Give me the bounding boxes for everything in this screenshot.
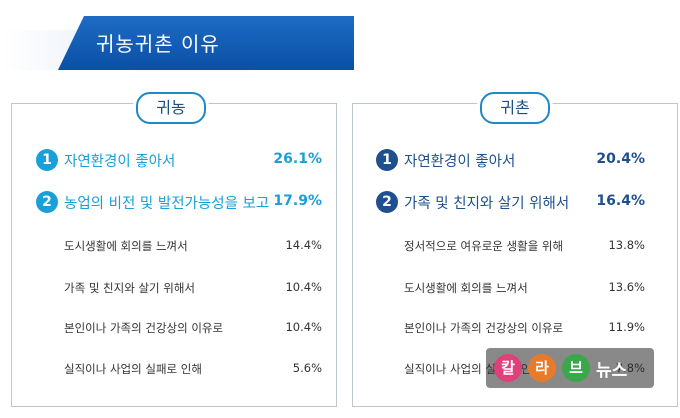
watermark-text: 뉴스 [596, 361, 628, 381]
reason-label: 실직이나 사업의 실패로 인해 [64, 362, 202, 376]
reason-label: 도시생활에 회의를 느껴서 [64, 239, 188, 253]
reason-value: 26.1% [273, 151, 322, 167]
table-row: 도시생활에 회의를 느껴서 14.4% [0, 234, 680, 256]
table-row: 1 자연환경이 좋아서 26.1% [0, 149, 680, 171]
reason-label: 본인이나 가족의 건강상의 이유로 [64, 321, 224, 335]
watermark-logo: 칼 라 브 뉴스 [486, 348, 654, 388]
reason-label: 자연환경이 좋아서 [404, 154, 516, 170]
reason-label: 정서적으로 여유로운 생활을 위해 [404, 239, 564, 253]
rank-badge: 2 [376, 191, 398, 213]
reason-value: 14.4% [285, 238, 322, 252]
rank-badge: 2 [36, 191, 58, 213]
reason-label: 가족 및 친지와 살기 위해서 [64, 281, 196, 295]
panel-left [11, 103, 337, 407]
table-row: 가족 및 친지와 살기 위해서 10.4% [0, 276, 680, 298]
reason-value: 17.9% [273, 193, 322, 209]
reason-value: 16.4% [596, 193, 645, 209]
watermark-char-3: 브 [562, 354, 590, 382]
category-pill-left: 귀농 [136, 92, 206, 124]
reason-value: 20.4% [596, 151, 645, 167]
table-row: 2 가족 및 친지와 살기 위해서 16.4% [0, 191, 680, 213]
reason-value: 13.6% [608, 280, 645, 294]
reason-label: 농업의 비전 및 발전가능성을 보고 [64, 196, 270, 212]
reason-value: 10.4% [285, 280, 322, 294]
table-row: 실직이나 사업의 실패로 인해 5.6% [0, 357, 680, 379]
table-row: 2 농업의 비전 및 발전가능성을 보고 17.9% [0, 191, 680, 213]
rank-badge: 1 [376, 149, 398, 171]
reason-value: 11.9% [608, 320, 645, 334]
category-pill-right: 귀촌 [480, 92, 550, 124]
reason-label: 도시생활에 회의를 느껴서 [404, 281, 528, 295]
reason-label: 본인이나 가족의 건강상의 이유로 [404, 321, 564, 335]
reason-label: 가족 및 친지와 살기 위해서 [404, 196, 570, 212]
table-row: 정서적으로 여유로운 생활을 위해 13.8% [0, 234, 680, 256]
watermark-char-2: 라 [528, 354, 556, 382]
table-row: 본인이나 가족의 건강상의 이유로 10.4% [0, 316, 680, 338]
page-title: 귀농귀촌 이유 [96, 32, 220, 56]
reason-value: 10.4% [285, 320, 322, 334]
title-banner [58, 16, 354, 70]
rank-badge: 1 [36, 149, 58, 171]
table-row: 도시생활에 회의를 느껴서 13.6% [0, 276, 680, 298]
reason-value: 5.6% [292, 361, 322, 375]
table-row: 본인이나 가족의 건강상의 이유로 11.9% [0, 316, 680, 338]
reason-value: 13.8% [608, 238, 645, 252]
watermark-char-1: 칼 [494, 354, 522, 382]
table-row: 1 자연환경이 좋아서 20.4% [0, 149, 680, 171]
reason-label: 자연환경이 좋아서 [64, 154, 176, 170]
